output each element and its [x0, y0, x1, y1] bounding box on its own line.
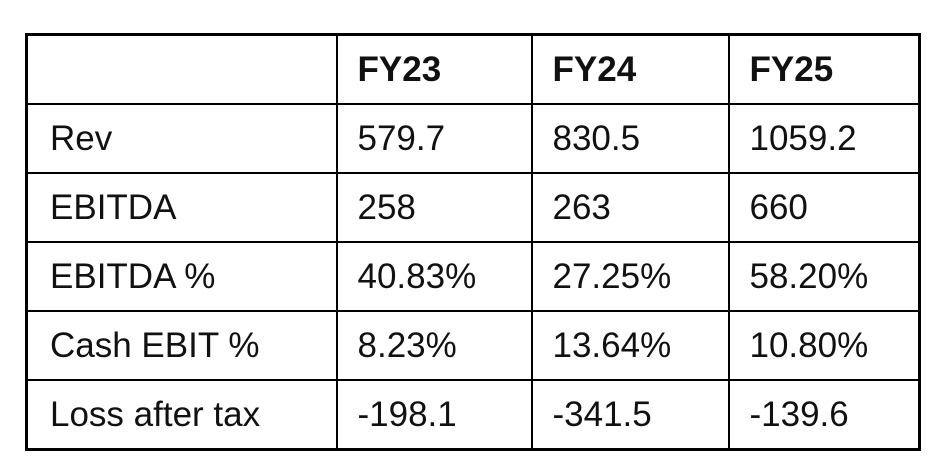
table-row: EBITDA 258 263 660 — [25, 172, 921, 243]
table-cell: 660 — [727, 172, 921, 243]
table-cell: 263 — [530, 172, 730, 243]
row-label: EBITDA % — [25, 241, 338, 312]
column-header: FY25 — [727, 33, 921, 105]
table-row: EBITDA % 40.83% 27.25% 58.20% — [25, 241, 921, 312]
row-label: Loss after tax — [25, 379, 338, 451]
row-label: Cash EBIT % — [25, 310, 338, 381]
table-cell: -341.5 — [530, 379, 730, 451]
table-cell: 579.7 — [335, 103, 533, 174]
table-row: Loss after tax -198.1 -341.5 -139.6 — [25, 379, 921, 451]
row-label: Rev — [25, 103, 338, 174]
table-cell: 8.23% — [335, 310, 533, 381]
table-cell: 13.64% — [530, 310, 730, 381]
column-header: FY23 — [335, 33, 533, 105]
table-cell: -198.1 — [335, 379, 533, 451]
table-cell: 1059.2 — [727, 103, 921, 174]
corner-cell — [25, 33, 338, 105]
financial-table: FY23 FY24 FY25 Rev 579.7 830.5 1059.2 EBITDA 25… — [25, 33, 921, 451]
table-row: Cash EBIT % 8.23% 13.64% 10.80% — [25, 310, 921, 381]
table-row: Rev 579.7 830.5 1059.2 — [25, 103, 921, 174]
table-cell: -139.6 — [727, 379, 921, 451]
table-cell: 58.20% — [727, 241, 921, 312]
table-cell: 258 — [335, 172, 533, 243]
column-header: FY24 — [530, 33, 730, 105]
table-cell: 27.25% — [530, 241, 730, 312]
header-row: FY23 FY24 FY25 — [25, 33, 921, 105]
row-label: EBITDA — [25, 172, 338, 243]
table-cell: 830.5 — [530, 103, 730, 174]
table-cell: 10.80% — [727, 310, 921, 381]
table-cell: 40.83% — [335, 241, 533, 312]
